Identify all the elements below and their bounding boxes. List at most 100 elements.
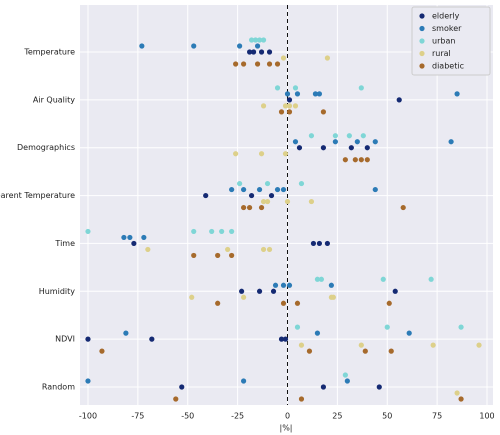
dot: [254, 61, 261, 67]
dot: [384, 324, 390, 330]
dot: [388, 348, 394, 354]
dot: [241, 186, 247, 193]
dot: [314, 276, 321, 282]
dot: [312, 91, 319, 97]
dot: [270, 288, 277, 294]
dot: [284, 198, 291, 205]
legend-label: diabetic: [432, 62, 464, 71]
dot: [316, 240, 323, 247]
legend-marker: [419, 13, 425, 19]
dot: [237, 43, 243, 49]
dot: [215, 252, 221, 259]
dot: [342, 372, 348, 378]
dot: [246, 204, 253, 211]
dot: [358, 157, 364, 163]
dot: [286, 103, 293, 109]
dot: [260, 103, 267, 109]
dot: [292, 103, 299, 109]
dot: [99, 348, 105, 354]
dot: [320, 145, 327, 151]
dot: [266, 61, 273, 67]
dot: [256, 37, 263, 43]
dot: [266, 49, 273, 55]
dot: [396, 97, 402, 103]
dot: [308, 198, 315, 205]
dot: [320, 384, 327, 390]
dot: [376, 384, 382, 390]
dot: [209, 228, 215, 235]
dot: [400, 204, 406, 211]
dot: [248, 192, 255, 199]
dot: [258, 49, 265, 55]
dot: [454, 91, 460, 97]
dot: [239, 288, 245, 294]
dot: [233, 61, 239, 67]
y-tick-label: Random: [42, 383, 75, 392]
legend-label: urban: [432, 37, 455, 46]
dot: [292, 85, 299, 91]
x-tick-label: -75: [131, 412, 144, 421]
dot: [127, 234, 133, 241]
dot: [310, 240, 317, 247]
x-tick-label: -25: [231, 412, 244, 421]
dot: [219, 228, 225, 235]
dot: [294, 300, 301, 306]
dot: [215, 300, 221, 306]
x-tick-label: 100: [479, 412, 494, 421]
dot: [286, 97, 293, 103]
dot: [229, 228, 235, 235]
dot: [428, 276, 434, 282]
dot: [260, 37, 267, 43]
dot: [121, 234, 127, 241]
dot: [225, 246, 231, 253]
dot: [386, 300, 392, 306]
dot: [282, 103, 289, 109]
dot: [320, 109, 327, 115]
dot: [260, 246, 267, 253]
y-tick-label: Humidity: [39, 287, 76, 296]
dot: [85, 336, 91, 342]
dot: [330, 294, 336, 300]
dot: [274, 186, 281, 193]
dot: [372, 139, 378, 145]
dot: [139, 43, 145, 49]
dot: [278, 109, 285, 115]
legend-label: elderly: [432, 12, 460, 21]
dot: [332, 133, 338, 139]
legend-marker: [419, 25, 425, 32]
dot: [294, 324, 301, 330]
dot: [358, 342, 364, 348]
dot: [308, 133, 315, 139]
dot: [282, 151, 289, 157]
dot: [241, 61, 247, 67]
dot: [237, 180, 243, 187]
dot: [328, 282, 334, 288]
dot: [332, 139, 338, 145]
dot: [248, 37, 255, 43]
dot: [256, 186, 263, 193]
y-tick-label: Air Quality: [33, 95, 75, 104]
dot: [260, 198, 267, 205]
dot: [458, 396, 464, 402]
dot: [316, 91, 323, 97]
dot: [448, 139, 454, 145]
dot: [179, 384, 185, 390]
dot: [266, 246, 273, 253]
y-tick-label: Apparent Temperature: [0, 191, 75, 200]
dot: [406, 330, 412, 336]
dot: [344, 378, 350, 384]
y-tick-label: Time: [54, 239, 75, 248]
dot: [346, 133, 352, 139]
dot: [141, 234, 147, 241]
dot: [203, 192, 209, 199]
x-tick-label: 50: [382, 412, 392, 421]
dot: [296, 145, 303, 151]
legend-marker: [419, 50, 425, 57]
dot: [360, 133, 366, 139]
dot: [364, 145, 370, 151]
dot: [454, 390, 460, 396]
dot: [246, 49, 253, 55]
legend-marker: [419, 63, 425, 69]
dot: [173, 396, 179, 402]
dot: [358, 85, 364, 91]
